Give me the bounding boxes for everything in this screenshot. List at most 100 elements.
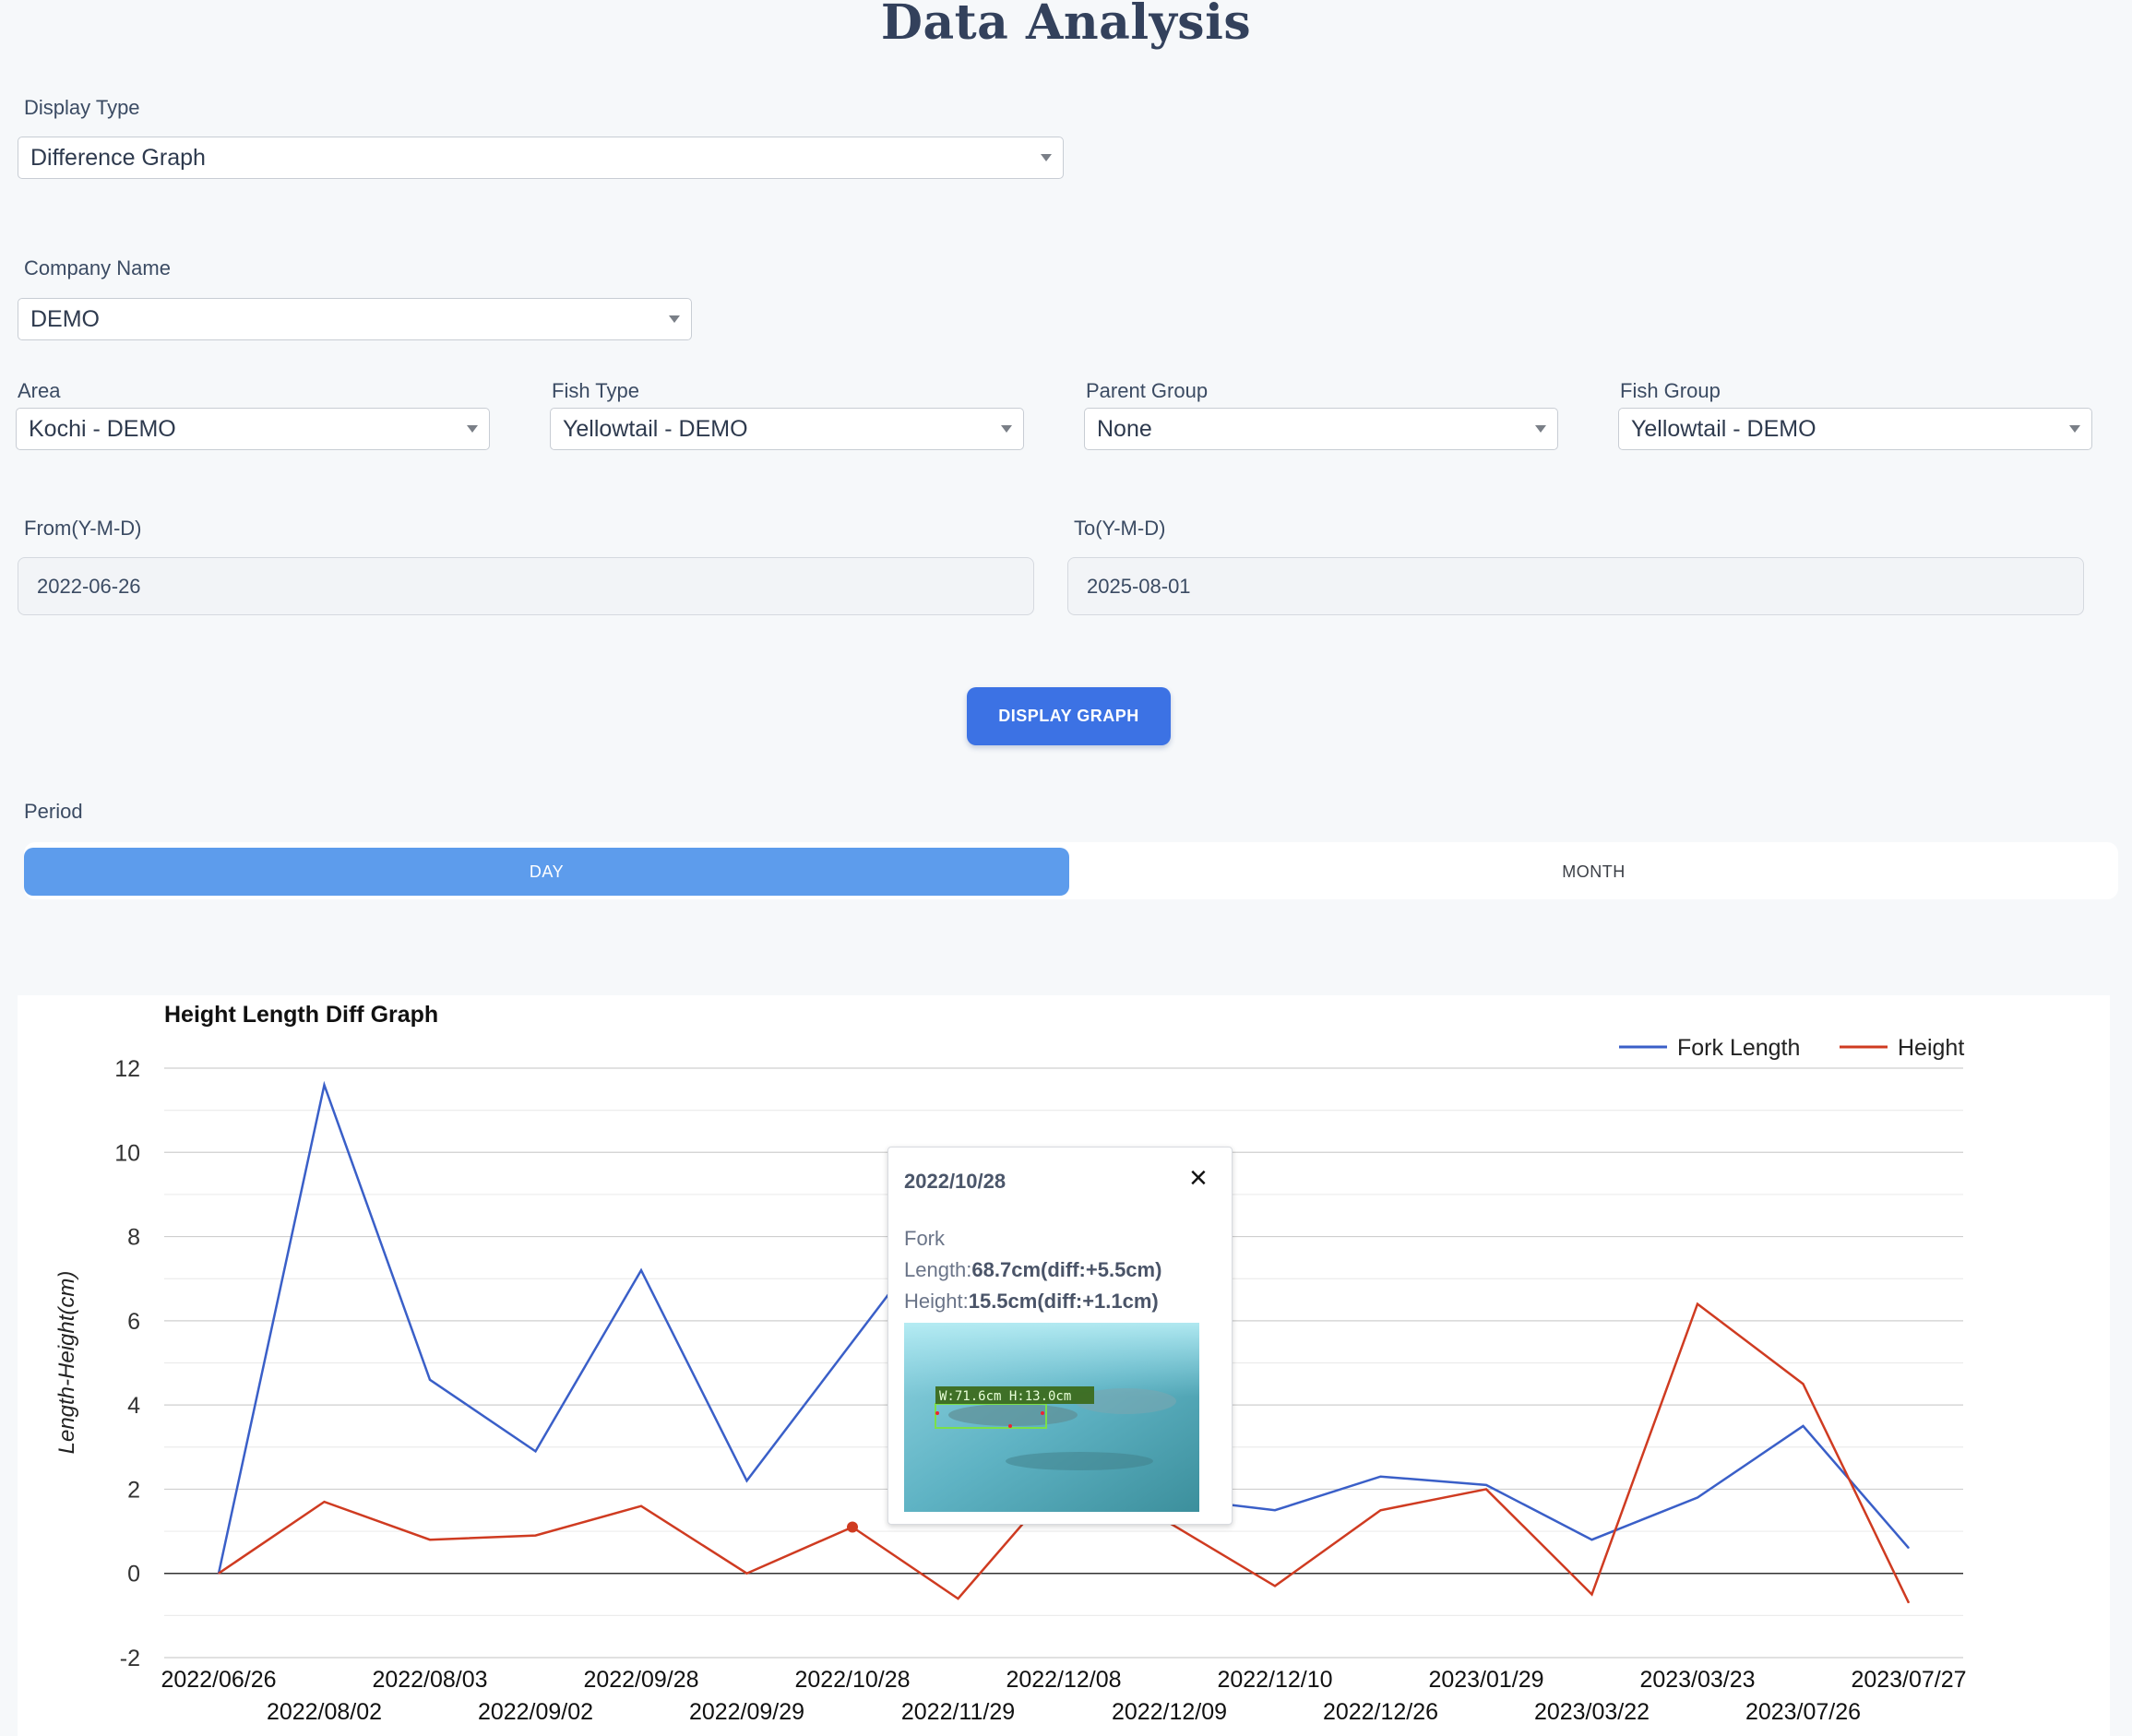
data-point[interactable] [1591,1594,1592,1596]
data-point[interactable] [640,1505,642,1507]
chevron-down-icon [669,315,680,323]
tooltip-height-label: Height: [904,1290,969,1313]
data-point[interactable] [640,1269,642,1271]
chevron-down-icon [1041,154,1052,161]
tooltip-line-height: Height:15.5cm(diff:+1.1cm) [904,1290,1159,1314]
x-tick-label: 2022/12/10 [1217,1667,1332,1693]
x-tick-label: 2022/08/02 [267,1699,382,1725]
data-point[interactable] [746,1480,747,1481]
x-tick-label: 2022/08/03 [372,1667,487,1693]
y-tick-label: 0 [127,1562,140,1587]
data-point[interactable] [1803,1425,1804,1427]
y-tick-label: 12 [114,1056,140,1082]
parent-group-select[interactable]: None [1084,408,1558,450]
data-point[interactable] [1485,1488,1487,1490]
y-axis-ticks: -2 0 2 4 6 8 10 12 [114,1056,140,1671]
data-point[interactable] [1908,1547,1910,1549]
x-tick-label: 2022/11/29 [901,1699,1015,1725]
x-tick-label: 2022/09/02 [478,1699,593,1725]
fish-group-value: Yellowtail - DEMO [1631,415,1816,442]
area-label: Area [18,379,61,402]
period-day-tab[interactable]: DAY [24,848,1069,896]
data-point[interactable] [324,1501,325,1503]
chevron-down-icon [467,425,478,433]
chevron-down-icon [1001,425,1012,433]
data-point[interactable] [746,1573,747,1575]
tooltip-height-value: 15.5cm(diff:+1.1cm) [968,1290,1159,1313]
tooltip-length-value: 68.7cm(diff:+5.5cm) [971,1258,1162,1281]
to-date-input[interactable]: 2025-08-01 [1067,557,2084,615]
company-name-select[interactable]: DEMO [18,298,692,340]
from-date-value: 2022-06-26 [37,574,141,598]
parent-group-label: Parent Group [1086,379,1209,402]
data-point[interactable] [1803,1383,1804,1385]
x-tick-label: 2022/12/08 [1006,1667,1121,1693]
fish-type-select[interactable]: Yellowtail - DEMO [550,408,1024,450]
display-graph-button[interactable]: DISPLAY GRAPH [967,687,1171,745]
data-point[interactable] [1697,1497,1698,1499]
x-tick-label: 2022/09/28 [583,1667,698,1693]
legend-label[interactable]: Height [1898,1035,1964,1061]
close-icon[interactable]: × [1189,1160,1208,1195]
x-tick-label: 2022/09/29 [689,1699,804,1725]
x-axis-ticks: 2022/06/26 2022/08/02 2022/08/03 2022/09/02… [161,1667,1966,1725]
x-tick-label: 2022/06/26 [161,1667,276,1693]
y-tick-label: 8 [127,1225,140,1251]
data-point[interactable] [535,1450,536,1452]
area-select[interactable]: Kochi - DEMO [16,408,490,450]
data-point[interactable] [1697,1303,1698,1305]
fish-group-select[interactable]: Yellowtail - DEMO [1618,408,2092,450]
data-point[interactable] [429,1379,431,1381]
data-point[interactable] [847,1521,858,1533]
data-point[interactable] [1908,1602,1910,1604]
y-axis-label: Length-Height(cm) [54,1271,79,1455]
parent-group-value: None [1097,415,1152,442]
y-tick-label: -2 [120,1646,140,1671]
chart-title: Height Length Diff Graph [164,1002,438,1028]
display-type-value: Difference Graph [30,144,206,171]
x-tick-label: 2023/03/22 [1534,1699,1650,1725]
period-month-tab[interactable]: MONTH [1562,862,1626,881]
chart-legend: Fork Length Height [1619,1035,1964,1061]
area-value: Kochi - DEMO [29,415,176,442]
fish-type-label: Fish Type [552,379,639,402]
display-type-select[interactable]: Difference Graph [18,137,1064,179]
display-type-label: Display Type [24,96,140,119]
x-tick-label: 2023/01/29 [1428,1667,1543,1693]
data-point[interactable] [535,1535,536,1537]
company-name-value: DEMO [30,305,100,332]
y-tick-label: 4 [127,1393,140,1419]
data-point[interactable] [1380,1509,1381,1511]
data-point[interactable] [1274,1585,1276,1587]
data-point[interactable] [1485,1484,1487,1486]
x-tick-label: 2023/07/26 [1745,1699,1861,1725]
chevron-down-icon [1535,425,1546,433]
to-date-value: 2025-08-01 [1087,574,1191,598]
data-point[interactable] [324,1084,325,1086]
data-point[interactable] [852,1341,853,1343]
fish-photo: W:71.6cm H:13.0cm [904,1323,1199,1512]
tooltip-date: 2022/10/28 [904,1170,1006,1193]
to-date-label: To(Y-M-D) [1074,517,1166,540]
period-toggle: DAY MONTH [24,842,2118,899]
data-point[interactable] [1274,1509,1276,1511]
tooltip-line-fork: Fork [904,1227,945,1250]
from-date-label: From(Y-M-D) [24,517,142,540]
data-point[interactable] [1380,1476,1381,1478]
data-point-tooltip: 2022/10/28 × Fork Length:68.7cm(diff:+5.… [887,1147,1233,1525]
tooltip-line-length: Length:68.7cm(diff:+5.5cm) [904,1258,1161,1282]
y-tick-label: 10 [114,1140,140,1166]
company-name-label: Company Name [24,256,171,279]
x-tick-label: 2022/10/28 [794,1667,910,1693]
x-tick-label: 2023/07/27 [1851,1667,1966,1693]
page-title: Data Analysis [880,0,1252,51]
x-tick-label: 2022/12/26 [1323,1699,1438,1725]
x-tick-label: 2022/12/09 [1112,1699,1227,1725]
data-point[interactable] [218,1573,220,1575]
fish-photo-label: W:71.6cm H:13.0cm [939,1389,1071,1404]
y-tick-label: 2 [127,1477,140,1503]
legend-label[interactable]: Fork Length [1677,1035,1800,1061]
tooltip-length-label: Length: [904,1258,972,1281]
fish-type-value: Yellowtail - DEMO [563,415,748,442]
from-date-input[interactable]: 2022-06-26 [18,557,1034,615]
